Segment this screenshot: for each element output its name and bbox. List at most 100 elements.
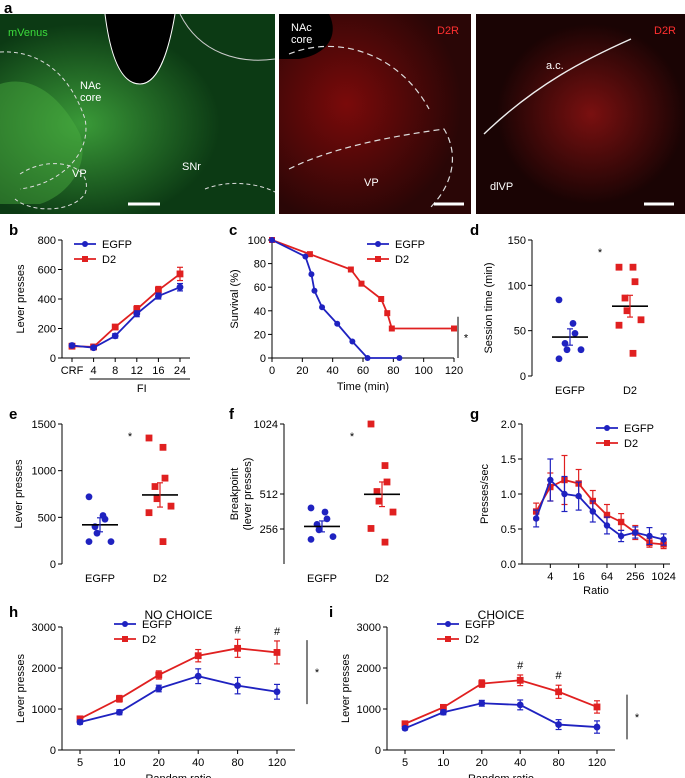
x-tick-label: 10 [113,757,125,769]
d2-point [615,321,623,329]
egfp-point [569,320,577,327]
anterior-commissure [483,38,632,135]
x-category-label: EGFP [555,385,585,397]
chart-title: CHOICE [478,608,525,622]
label-snr: SNr [182,161,201,173]
egfp-point [107,538,115,545]
x-axis-label: Time (min) [337,381,389,393]
d2-point [367,420,375,428]
y-tick-label: 80 [254,259,266,271]
x-tick-label: 5 [402,757,408,769]
y-axis-label: Lever presses [340,653,352,723]
y-tick-label: 40 [254,306,266,318]
x-axis-label: Random ratio [468,773,534,778]
chart-e: 0 500 1000 1500 Lever presses EGFP D2 * [13,419,178,585]
egfp-point [563,346,571,354]
d2-point [451,325,457,332]
x-tick-label: 0 [269,365,275,377]
y-axis-label: (lever presses) [242,458,254,531]
d2-point [440,703,447,711]
significance-star: * [635,712,640,724]
significance-mark: # [556,670,563,682]
y-tick-label: 1.0 [501,489,516,501]
label-nac-core: NAc core [291,22,312,46]
egfp-point [561,490,568,498]
x-tick-label: 20 [153,757,165,769]
egfp-point [334,320,341,327]
y-tick-label: 1024 [254,419,278,431]
label-ac: a.c. [546,60,564,72]
x-tick-label: 120 [445,365,463,377]
egfp-point [321,508,329,516]
d2-point [516,676,524,684]
legend-label-egfp: EGFP [465,619,495,631]
y-tick-label: 0 [375,745,381,757]
x-tick-label: 12 [131,365,143,377]
egfp-point [85,538,93,545]
d2-point [445,636,451,642]
ventricle-outline [104,14,176,85]
egfp-point [76,718,84,726]
d2-point [234,644,241,652]
y-tick-label: 0 [50,353,56,365]
d2-point [389,508,397,516]
d2-point [151,483,159,490]
x-category-label: D2 [623,385,637,397]
egfp-point [101,515,109,523]
d2-point [631,278,639,286]
significance-star: * [315,667,320,679]
micrograph-background [476,14,685,214]
d2-point [116,695,123,703]
d2-point [375,256,381,262]
y-tick-label: 150 [508,235,526,247]
egfp-point [571,329,579,337]
series-line-egfp [535,478,664,541]
x-tick-label: 4 [91,365,97,377]
micrograph-mvenus: mVenus NAc core VP SNr [0,14,275,214]
x-tick-label: 8 [112,365,118,377]
y-tick-label: 800 [38,235,56,247]
x-axis-label: FI [137,383,147,395]
d2-point [159,538,167,545]
x-tick-label: 20 [296,365,308,377]
panel-letter-f: f [229,406,234,423]
x-tick-label: 16 [152,365,164,377]
x-tick-label: 20 [476,757,488,769]
y-tick-label: 2000 [32,663,56,675]
y-tick-label: 400 [38,294,56,306]
egfp-point [604,425,610,431]
egfp-point [617,532,625,540]
egfp-point [133,310,141,318]
d2-point [623,307,631,315]
panel-letter-b: b [9,222,19,239]
y-tick-label: 0 [50,745,56,757]
egfp-point [90,344,97,352]
series-line-d2 [79,647,278,720]
y-axis-label: Session time (min) [483,262,495,353]
d2-point [176,270,184,278]
x-tick-label: 100 [414,365,432,377]
egfp-point [646,532,653,540]
x-tick-label: 120 [588,757,606,769]
egfp-point [234,682,242,690]
d2-point [347,266,354,273]
egfp-point [85,493,93,501]
egfp-point [311,287,318,294]
y-tick-label: 500 [38,512,56,524]
legend-label-d2: D2 [142,634,156,646]
significance-mark: # [235,624,242,636]
y-tick-label: 200 [38,324,56,336]
y-tick-label: 3000 [32,622,56,634]
egfp-point [273,688,281,696]
egfp-point [547,476,554,484]
d2-point [384,310,391,317]
egfp-point [577,346,585,354]
y-tick-label: 2000 [357,663,381,675]
chart-title: NO CHOICE [144,608,212,622]
egfp-point [575,492,582,500]
chart-h: 0 1000 2000 3000 Lever presses 5 10 20 40 80 120 Ra… [15,608,320,778]
d2-point [593,703,601,711]
x-category-label: D2 [153,573,167,585]
d2-point [555,688,562,696]
egfp-point [307,504,315,512]
